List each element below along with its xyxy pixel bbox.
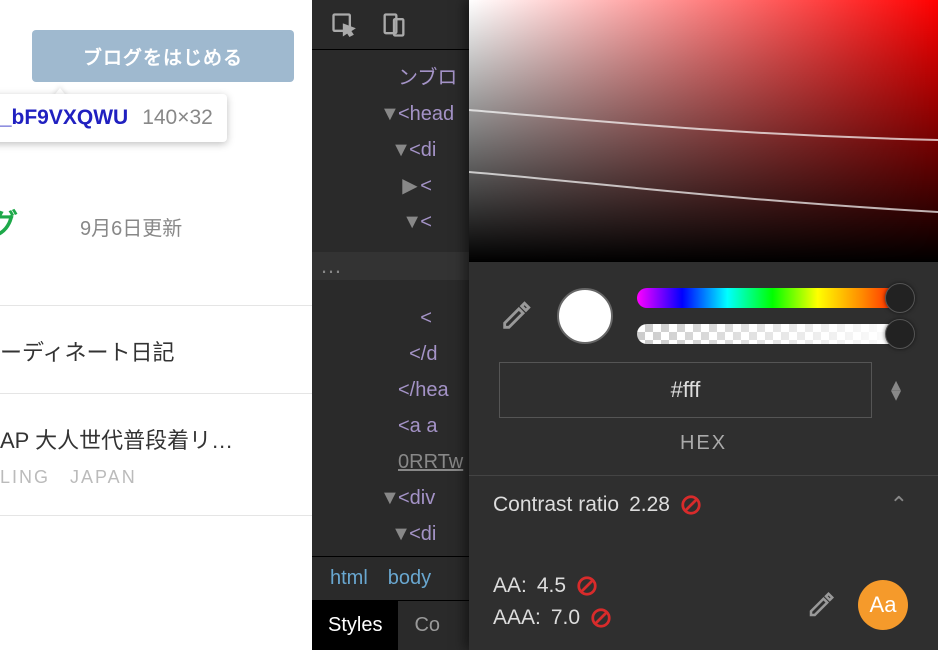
list-item-title: ーディネート日記 bbox=[0, 335, 312, 367]
alpha-thumb[interactable] bbox=[885, 319, 915, 349]
aa-label: AA: bbox=[493, 574, 527, 598]
sliders bbox=[637, 288, 908, 344]
alpha-slider[interactable] bbox=[637, 324, 908, 344]
chevron-up-icon[interactable]: ⌃ bbox=[890, 492, 908, 518]
format-label: HEX bbox=[469, 432, 938, 455]
hue-slider[interactable] bbox=[637, 288, 908, 308]
picker-controls-row bbox=[469, 262, 938, 352]
list-item-subtitle: LING JAPAN bbox=[0, 463, 312, 489]
tab-styles[interactable]: Styles bbox=[312, 601, 398, 650]
list-item-title: AP 大人世代普段着リ… bbox=[0, 423, 312, 455]
bg-swatch-text: Aa bbox=[870, 592, 897, 618]
inspect-element-icon[interactable] bbox=[330, 11, 358, 39]
hex-input[interactable] bbox=[499, 362, 872, 418]
fail-icon bbox=[576, 575, 598, 597]
contrast-curves bbox=[469, 0, 938, 262]
color-picker: ▴▾ HEX Contrast ratio 2.28 ⌃ AA: 4.5 bbox=[469, 0, 938, 650]
contrast-details: AA: 4.5 AAA: 7.0 Aa bbox=[493, 556, 908, 630]
device-toolbar-icon[interactable] bbox=[380, 11, 408, 39]
saturation-field[interactable] bbox=[469, 0, 938, 262]
bg-eyedropper-icon[interactable] bbox=[806, 590, 836, 620]
update-date: 9月6日更新 bbox=[80, 212, 182, 241]
current-color-swatch bbox=[557, 288, 613, 344]
breadcrumb-item[interactable]: body bbox=[388, 567, 431, 590]
inspect-dimensions: 140×32 bbox=[142, 106, 213, 130]
contrast-label: Contrast ratio bbox=[493, 493, 619, 517]
bg-color-swatch[interactable]: Aa bbox=[858, 580, 908, 630]
format-switcher-icon[interactable]: ▴▾ bbox=[884, 380, 908, 400]
aaa-label: AAA: bbox=[493, 606, 541, 630]
breadcrumb-item[interactable]: html bbox=[330, 567, 368, 590]
aa-value: 4.5 bbox=[537, 574, 566, 598]
inspected-page: ブログをはじめる ._bF9VXQWU 140×32 ング 9月6日更新 ーディ… bbox=[0, 0, 312, 650]
tab-computed[interactable]: Co bbox=[398, 601, 456, 650]
fail-icon bbox=[590, 607, 612, 629]
eyedropper-icon[interactable] bbox=[499, 299, 533, 333]
start-blog-button[interactable]: ブログをはじめる bbox=[32, 30, 294, 82]
list-item[interactable]: ーディネート日記 bbox=[0, 305, 312, 394]
fail-icon bbox=[680, 494, 702, 516]
separator bbox=[469, 475, 938, 476]
list-item[interactable]: AP 大人世代普段着リ… LING JAPAN bbox=[0, 394, 312, 516]
blog-list: ーディネート日記 AP 大人世代普段着リ… LING JAPAN bbox=[0, 305, 312, 516]
inspect-selector: ._bF9VXQWU bbox=[0, 106, 128, 130]
ranking-heading-fragment: ング bbox=[0, 200, 18, 244]
aaa-value: 7.0 bbox=[551, 606, 580, 630]
inspect-tooltip: ._bF9VXQWU 140×32 bbox=[0, 94, 227, 142]
contrast-section: Contrast ratio 2.28 ⌃ bbox=[469, 492, 938, 518]
hue-thumb[interactable] bbox=[885, 283, 915, 313]
hex-row: ▴▾ bbox=[469, 352, 938, 418]
contrast-value: 2.28 bbox=[629, 493, 670, 517]
